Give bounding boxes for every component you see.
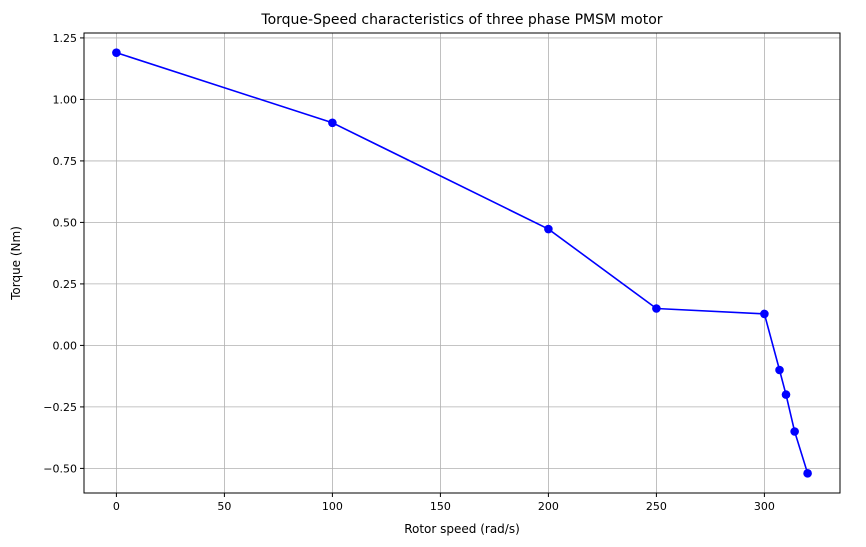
series [112, 48, 812, 478]
labels: Torque-Speed characteristics of three ph… [9, 12, 663, 536]
data-point [790, 427, 799, 436]
data-point [112, 48, 121, 57]
data-point [775, 365, 784, 375]
y-tick-label: −0.25 [43, 401, 77, 414]
grid [84, 33, 840, 493]
plot-frame [83, 32, 841, 494]
x-tick-label: 50 [217, 500, 231, 513]
y-tick-label: 0.75 [53, 155, 78, 168]
data-point [328, 118, 337, 128]
y-tick-label: −0.50 [43, 462, 77, 475]
x-tick-label: 250 [646, 500, 667, 513]
data-point [803, 469, 812, 478]
y-tick-label: 1.00 [53, 93, 78, 106]
series-line [116, 51, 809, 474]
y-tick-label: 0.25 [53, 278, 78, 291]
y-tick-label: 0.00 [53, 339, 78, 352]
x-tick-label: 200 [538, 500, 559, 513]
x-tick-label: 100 [322, 500, 343, 513]
axes: 0 50 100 150 200 250 300 −0.50 −0.25 0.00 0.25 0.50… [43, 32, 841, 513]
data-point [544, 224, 553, 234]
data-point [781, 390, 791, 399]
y-tick-label: 0.50 [53, 216, 78, 229]
data-point [760, 309, 769, 319]
x-tick-label: 150 [430, 500, 451, 513]
x-tick-label: 300 [754, 500, 775, 513]
y-tick-label: 1.25 [53, 32, 78, 45]
y-axis-label: Torque (Nm) [9, 226, 23, 301]
x-axis-label: Rotor speed (rad/s) [404, 522, 520, 536]
x-tick-label: 0 [113, 500, 120, 513]
chart-title: Torque-Speed characteristics of three ph… [260, 12, 662, 28]
data-point [652, 304, 661, 313]
